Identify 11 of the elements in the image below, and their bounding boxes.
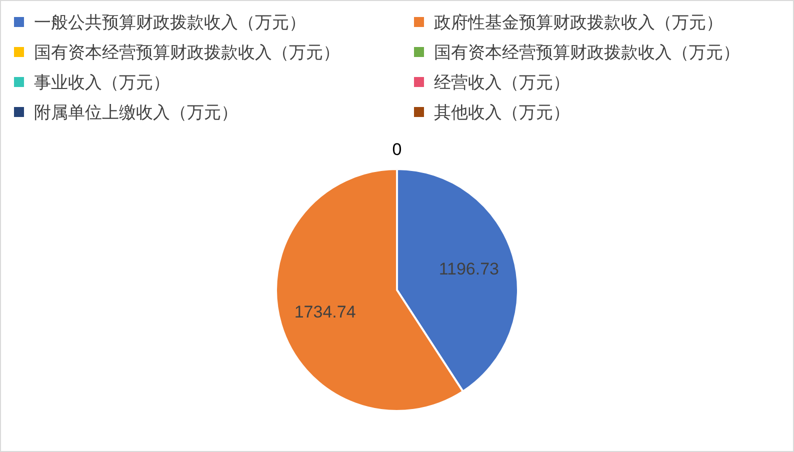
legend-label: 事业收入（万元） xyxy=(34,73,170,92)
legend-label: 经营收入（万元） xyxy=(434,73,570,92)
legend-label: 一般公共预算财政拨款收入（万元） xyxy=(34,13,306,32)
legend-label: 国有资本经营预算财政拨款收入（万元） xyxy=(434,43,740,62)
legend-label: 国有资本经营预算财政拨款收入（万元） xyxy=(34,43,340,62)
data-label: 1734.74 xyxy=(294,302,356,322)
legend-label: 附属单位上缴收入（万元） xyxy=(34,103,238,122)
legend-label: 其他收入（万元） xyxy=(434,103,570,122)
legend-label: 政府性基金预算财政拨款收入（万元） xyxy=(434,13,723,32)
data-label: 1196.73 xyxy=(438,260,500,279)
text: 0 xyxy=(392,140,402,159)
